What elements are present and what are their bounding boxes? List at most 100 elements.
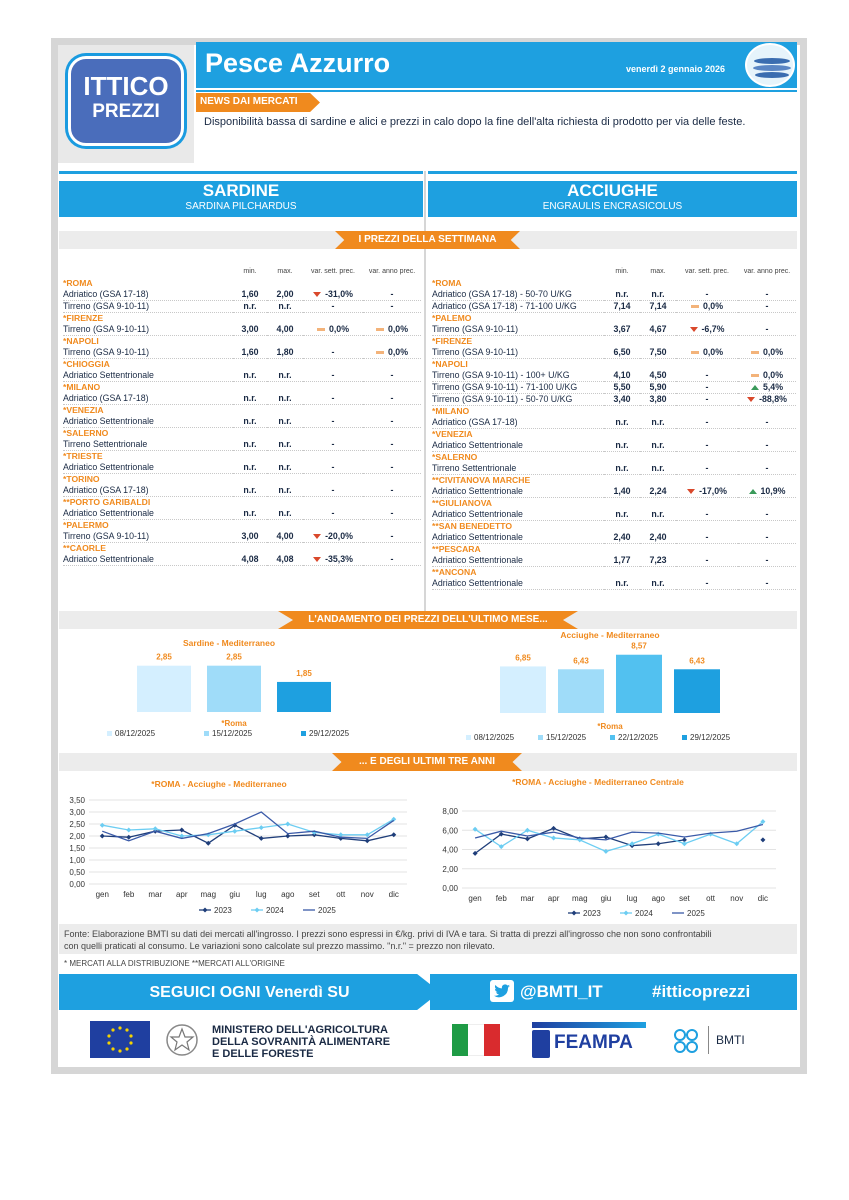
chart-title: *ROMA - Acciughe - Mediterraneo [151, 779, 286, 789]
max-price: 4,50 [640, 370, 676, 382]
series-point [708, 831, 714, 837]
series-point [99, 822, 105, 828]
series-point [364, 838, 370, 844]
city-row: **CAORLE [63, 543, 421, 555]
x-tick: mag [572, 894, 588, 903]
var-week: - [303, 393, 363, 405]
table-row: Adriatico Settentrionale n.r. n.r. - - [63, 416, 421, 428]
bar-label: 6,43 [689, 656, 705, 665]
equal-icon [750, 351, 759, 355]
variation-value: - [705, 394, 709, 404]
city-label: **CIVITANOVA MARCHE [432, 475, 531, 485]
origin-label: Tirreno (GSA 9-10-11) [432, 347, 604, 359]
table-row: Adriatico Settentrionale 4,08 4,08 -35,3% - [63, 554, 421, 566]
legend-swatch [204, 731, 209, 736]
ministry-line2: DELLA SOVRANITÀ ALIMENTARE [212, 1036, 391, 1048]
series-line [474, 823, 764, 841]
variation-value: - [331, 416, 335, 426]
table-row: Tirreno Settentrionale n.r. n.r. - - [63, 439, 421, 451]
min-price: n.r. [233, 439, 267, 451]
series-point [258, 835, 264, 841]
sardine-header: SARDINE SARDINA PILCHARDUS [59, 181, 423, 217]
legend-label: 29/12/2025 [309, 729, 350, 738]
arrow-down-icon [313, 557, 322, 563]
legend-label: 22/12/2025 [618, 733, 659, 742]
y-tick: 6,00 [442, 826, 458, 835]
variation-value: - [765, 509, 769, 519]
city-label: *FIRENZE [432, 336, 473, 346]
table-row: Adriatico Settentrionale 1,77 7,23 - - [432, 555, 796, 567]
table-row: Tirreno Settentrionale n.r. n.r. - - [432, 463, 796, 475]
roma-acciughe-line-chart: *ROMA - Acciughe - Mediterraneo 0,00 0,50 1… [69, 779, 407, 915]
equal-icon [690, 305, 699, 309]
variation-value: - [331, 508, 335, 518]
x-tick: giu [229, 890, 240, 899]
bar-label: 1,85 [296, 669, 312, 678]
bar [207, 665, 261, 712]
table-row: Tirreno (GSA 9-10-11) - 100+ U/KG 4,10 4,5… [432, 370, 796, 382]
legend-swatch [466, 735, 471, 740]
sardine-price-table: min. max. var. sett. prec. var. anno pre… [63, 266, 421, 566]
bar [137, 665, 191, 712]
origin-label: Tirreno (GSA 9-10-11) [63, 531, 233, 543]
logo-line1: ITTICO [83, 71, 169, 101]
variation-value: - [390, 439, 394, 449]
origin-label: Tirreno Settentrionale [63, 439, 233, 451]
max-price: 2,00 [267, 289, 303, 301]
variation-value: - [331, 347, 335, 357]
twitter-icon[interactable] [490, 980, 514, 1002]
city-row: **SAN BENEDETTO [432, 521, 796, 533]
variation-value: - [705, 463, 709, 473]
var-week: - [303, 439, 363, 451]
table-row: Tirreno (GSA 9-10-11) 3,00 4,00 0,0% 0,0% [63, 324, 421, 336]
x-tick: lug [256, 890, 267, 899]
city-row: *NAPOLI [432, 359, 796, 371]
twitter-handle[interactable]: @BMTI_IT [520, 982, 603, 1001]
series-point [629, 841, 635, 847]
bmti-divider [708, 1026, 709, 1054]
fish-icon [745, 43, 795, 87]
hdr-max: max. [277, 268, 293, 276]
roma-acciughe-centrale-line-chart: *ROMA - Acciughe - Mediterraneo Centrale… [442, 777, 776, 918]
bar [500, 666, 546, 713]
origin-label: Adriatico (GSA 17-18) [63, 289, 233, 301]
series-point [152, 826, 158, 832]
legend-swatch [301, 731, 306, 736]
table-row: Tirreno (GSA 9-10-11) n.r. n.r. - - [63, 300, 421, 313]
max-price: n.r. [267, 370, 303, 382]
x-tick: dic [389, 890, 399, 899]
var-year: - [363, 393, 421, 405]
legend-label: 2025 [687, 909, 705, 918]
fonte-band [59, 924, 797, 954]
city-label: *CHIOGGIA [63, 359, 110, 369]
eu-flag-icon [90, 1021, 150, 1058]
city-label: *TORINO [63, 474, 100, 484]
origin-label: Adriatico (GSA 17-18) [432, 417, 604, 429]
var-year: - [738, 532, 796, 544]
variation-value: - [390, 554, 394, 564]
variation-value: 0,0% [762, 370, 784, 380]
variation-value: - [390, 531, 394, 541]
variation-value: - [765, 532, 769, 542]
variation-value: - [705, 417, 709, 427]
origin-label: Tirreno Settentrionale [432, 463, 604, 475]
hashtag[interactable]: #itticoprezzi [652, 982, 751, 1001]
max-price: 4,67 [640, 324, 676, 336]
var-year: 0,0% [363, 324, 421, 336]
series-point [205, 832, 211, 838]
series-point [179, 827, 185, 833]
y-tick: 3,00 [69, 808, 85, 817]
variation-value: - [765, 555, 769, 565]
max-price: 7,14 [640, 300, 676, 313]
x-tick: giu [601, 894, 612, 903]
min-price: n.r. [233, 462, 267, 474]
series-point [258, 825, 264, 831]
series-point [99, 833, 105, 839]
var-week: - [303, 370, 363, 382]
y-tick: 1,00 [69, 856, 85, 865]
variation-value: - [331, 370, 335, 380]
variation-value: - [390, 485, 394, 495]
city-label: **GIULIANOVA [432, 498, 493, 508]
weekly-section-tag: I PREZZI DELLA SETTIMANA [335, 231, 520, 249]
city-row: *VENEZIA [63, 405, 421, 417]
